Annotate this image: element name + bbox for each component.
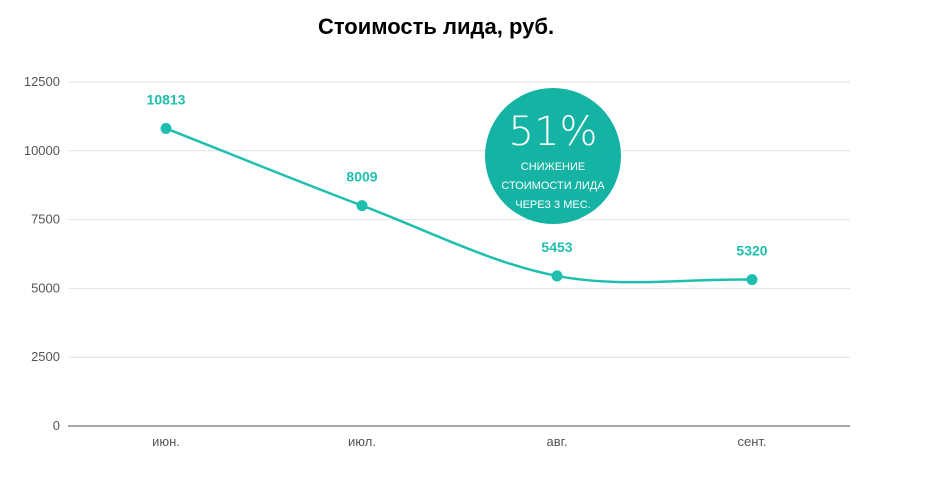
annotation-value: 51% — [509, 109, 598, 155]
y-tick-label: 12500 — [24, 74, 60, 89]
data-label: 5453 — [541, 239, 572, 255]
y-tick-label: 0 — [53, 418, 60, 433]
series-line — [165, 127, 753, 284]
x-tick-label: сент. — [737, 434, 766, 449]
annotation-line-3: ЧЕРЕЗ 3 МЕС. — [515, 199, 590, 211]
x-tick-label: июл. — [348, 434, 376, 449]
annotation-line-1: СНИЖЕНИЕ — [521, 161, 585, 173]
data-point — [356, 200, 368, 212]
y-tick-label: 7500 — [31, 212, 60, 227]
gridlines — [68, 81, 850, 427]
annotation-badge: 51% СНИЖЕНИЕ СТОИМОСТИ ЛИДА ЧЕРЕЗ 3 МЕС. — [485, 88, 621, 224]
y-axis-tick-labels: 0 2500 5000 7500 10000 12500 — [24, 74, 60, 433]
data-point — [746, 274, 758, 286]
data-point — [160, 122, 172, 134]
y-tick-label: 5000 — [31, 280, 60, 295]
data-label: 10813 — [147, 91, 186, 107]
chart-title: Стоимость лида, руб. — [317, 14, 555, 39]
y-tick-label: 10000 — [24, 143, 60, 158]
annotation-circle — [485, 88, 621, 224]
y-tick-label: 2500 — [31, 349, 60, 364]
x-tick-label: авг. — [547, 434, 568, 449]
data-label: 5320 — [736, 243, 767, 259]
series-group: 10813 8009 5453 5320 — [147, 91, 768, 286]
data-label: 8009 — [346, 169, 377, 185]
data-point — [551, 270, 563, 282]
annotation-line-2: СТОИМОСТИ ЛИДА — [501, 180, 605, 192]
x-axis-tick-labels: июн. июл. авг. сент. — [152, 434, 766, 449]
x-tick-label: июн. — [152, 434, 180, 449]
